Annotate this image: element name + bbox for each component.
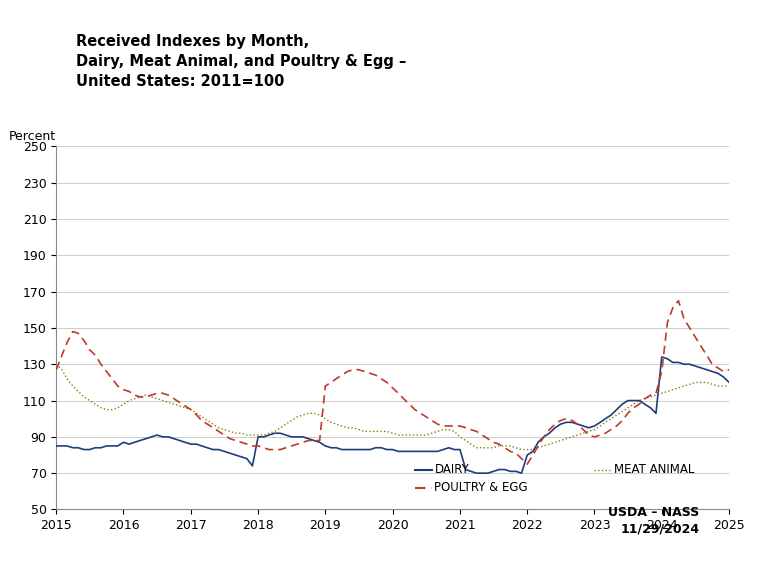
- Text: POULTRY & EGG: POULTRY & EGG: [435, 481, 528, 494]
- Text: MEAT ANIMAL: MEAT ANIMAL: [613, 463, 694, 476]
- Text: DAIRY: DAIRY: [435, 463, 469, 476]
- Text: Received Indexes by Month,
Dairy, Meat Animal, and Poultry & Egg –
United States: Received Indexes by Month, Dairy, Meat A…: [76, 34, 407, 89]
- Text: Percent: Percent: [9, 130, 56, 142]
- Text: USDA – NASS
11/29/2024: USDA – NASS 11/29/2024: [608, 506, 699, 536]
